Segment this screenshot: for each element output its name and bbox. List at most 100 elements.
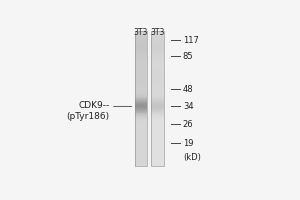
Bar [151, 50, 164, 51]
Bar [135, 145, 147, 146]
Bar [135, 140, 147, 141]
Bar [151, 59, 164, 60]
Bar [151, 31, 164, 32]
Bar [151, 162, 164, 163]
Bar [151, 155, 164, 156]
Bar [151, 137, 164, 138]
Bar [151, 60, 164, 61]
Bar [151, 143, 164, 144]
Bar [135, 68, 147, 69]
Bar [135, 32, 147, 33]
Bar [135, 155, 147, 156]
Bar [135, 96, 147, 97]
Bar [151, 151, 164, 152]
Bar [135, 39, 147, 40]
Bar [151, 33, 164, 34]
Bar [151, 79, 164, 80]
Bar [151, 70, 164, 71]
Bar [151, 123, 164, 124]
Bar [135, 54, 147, 55]
Bar [151, 90, 164, 91]
Bar [135, 158, 147, 159]
Bar [151, 44, 164, 45]
Bar [151, 147, 164, 148]
Bar [151, 108, 164, 109]
Text: CDK9--: CDK9-- [78, 101, 110, 110]
Bar [135, 130, 147, 131]
Bar [151, 55, 164, 56]
Bar [151, 62, 164, 63]
Bar [135, 55, 147, 56]
Bar [135, 115, 147, 116]
Bar [151, 135, 164, 136]
Bar [135, 101, 147, 102]
Bar [135, 154, 147, 155]
Bar [135, 147, 147, 148]
Bar [151, 83, 164, 84]
Bar [151, 120, 164, 121]
Bar [135, 97, 147, 98]
Bar [135, 153, 147, 154]
Bar [135, 72, 147, 73]
Bar [151, 98, 164, 99]
Bar [135, 56, 147, 57]
Bar [151, 116, 164, 117]
Bar [151, 165, 164, 166]
Text: (pTyr186): (pTyr186) [67, 112, 110, 121]
Bar [151, 82, 164, 83]
Bar [151, 87, 164, 88]
Bar [151, 77, 164, 78]
Bar [151, 135, 164, 136]
Bar [135, 122, 147, 123]
Bar [135, 97, 147, 98]
Bar [151, 140, 164, 141]
Bar [135, 165, 147, 166]
Bar [151, 107, 164, 108]
Bar [135, 111, 147, 112]
Bar [135, 146, 147, 147]
Bar [151, 102, 164, 103]
Bar [135, 95, 147, 96]
Bar [151, 126, 164, 127]
Bar [151, 44, 164, 45]
Bar [151, 113, 164, 114]
Bar [151, 114, 164, 115]
Bar [151, 125, 164, 126]
Bar [135, 116, 147, 117]
Bar [151, 94, 164, 95]
Bar [151, 115, 164, 116]
Bar [151, 116, 164, 117]
Bar [151, 63, 164, 64]
Bar [151, 36, 164, 37]
Bar [135, 112, 147, 113]
Bar [135, 87, 147, 88]
Bar [135, 165, 147, 166]
Bar [135, 92, 147, 93]
Bar [135, 77, 147, 78]
Bar [151, 134, 164, 135]
Bar [151, 121, 164, 122]
Bar [151, 49, 164, 50]
Bar [135, 150, 147, 151]
Bar [135, 164, 147, 165]
Bar [135, 140, 147, 141]
Bar [135, 134, 147, 135]
Bar [151, 53, 164, 54]
Bar [151, 68, 164, 69]
Bar [135, 37, 147, 38]
Bar [135, 75, 147, 76]
Bar [135, 87, 147, 88]
Bar [151, 153, 164, 154]
Bar [151, 101, 164, 102]
Bar [151, 110, 164, 111]
Bar [135, 143, 147, 144]
Bar [151, 81, 164, 82]
Bar [135, 34, 147, 35]
Bar [151, 68, 164, 69]
Bar [135, 43, 147, 44]
Bar [151, 103, 164, 104]
Bar [151, 48, 164, 49]
Bar [151, 156, 164, 157]
Bar [151, 56, 164, 57]
Bar [135, 60, 147, 61]
